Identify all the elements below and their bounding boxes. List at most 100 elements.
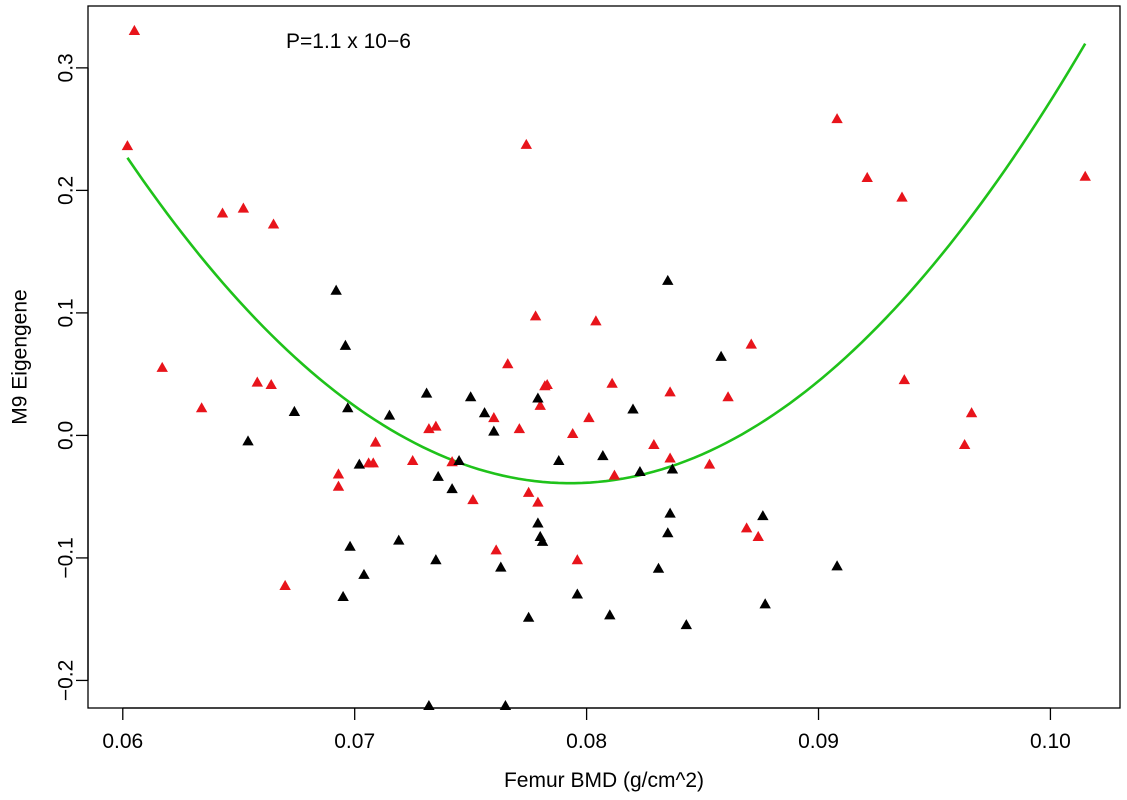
x-axis: 0.06 0.07 0.08 0.09 0.10 [102,707,1071,753]
y-axis-label: M9 Eigengene [9,289,32,424]
data-point-black [337,590,349,601]
data-point-red [606,377,618,388]
data-point-red [583,412,595,423]
x-tick-label: 0.07 [334,730,375,753]
data-point-black [757,510,769,521]
data-points [121,24,1091,711]
data-point-black [342,402,354,413]
data-point-red [332,480,345,491]
data-point-black [597,450,609,461]
data-point-red [664,386,676,397]
plot-frame [87,5,1121,709]
data-point-black [627,403,639,414]
data-point-red [703,458,716,469]
data-point-black [423,699,435,711]
data-point-black [666,463,679,474]
data-point-black [831,560,843,571]
data-point-red [541,378,553,390]
data-point-red [267,218,280,229]
data-point-black [662,274,674,285]
data-point-black [464,391,477,402]
data-point-red [195,402,208,413]
data-point-black [478,407,491,418]
data-point-red [490,544,502,555]
data-point-red [861,171,873,182]
data-point-black [344,540,356,551]
data-point-red [958,439,971,450]
data-point-black [532,392,544,403]
data-point-black [571,588,584,599]
data-point-red [745,338,757,349]
data-point-red [608,469,621,480]
data-point-red [265,378,277,390]
data-point-red [752,530,764,541]
data-point-red [488,412,500,423]
data-point-red [121,140,134,151]
data-point-black [353,458,366,469]
x-tick-label: 0.06 [102,730,143,753]
data-point-black [499,699,512,711]
data-point-black [759,598,771,609]
y-axis: −0.2 −0.1 0.0 0.1 0.2 0.3 [55,53,89,701]
y-tick-label: 0.1 [55,298,78,327]
data-point-red [216,207,229,218]
data-point-red [502,358,514,369]
data-point-red [279,579,291,590]
data-point-red [722,391,734,402]
data-point-red [740,522,753,533]
data-point-black [715,350,727,361]
data-point-red [369,436,382,447]
y-tick-label: −0.1 [55,537,78,578]
data-point-red [664,452,676,463]
data-point-red [367,457,379,468]
x-tick-label: 0.08 [566,730,607,753]
data-point-red [251,376,263,387]
quadratic-fit-curve [126,42,1087,485]
data-point-red [571,554,584,565]
data-point-red [1079,170,1091,181]
data-point-black [664,507,676,518]
data-point-red [128,24,141,35]
data-point-red [532,496,544,507]
data-point-red [520,138,533,149]
data-point-black [393,534,405,545]
data-point-black [680,619,693,630]
data-point-black [488,425,500,436]
x-axis-label: Femur BMD (g/cm^2) [504,769,704,792]
x-tick-label: 0.09 [798,730,839,753]
data-point-black [242,435,254,446]
data-point-red [898,374,911,385]
data-point-black [634,465,646,477]
data-point-black [358,568,370,579]
data-point-black [652,562,665,573]
data-point-black [430,554,442,565]
y-tick-label: 0.2 [55,176,78,205]
data-point-black [383,409,396,420]
data-point-red [406,454,419,465]
y-tick-label: 0.3 [55,53,78,82]
data-point-red [237,202,250,213]
data-point-black [495,561,507,572]
data-point-black [536,535,549,546]
data-point-red [467,494,479,505]
data-point-red [534,399,546,410]
data-point-black [604,609,616,620]
y-tick-label: −0.2 [55,660,78,701]
data-point-black [330,284,342,295]
data-point-red [590,315,602,326]
data-point-red [831,113,843,124]
data-point-red [965,407,978,418]
data-point-black [662,527,674,538]
data-point-black [339,339,352,350]
data-point-red [529,310,542,321]
data-point-black [453,454,465,465]
data-point-red [156,361,168,372]
data-point-red [513,423,526,434]
data-point-red [522,486,535,497]
data-point-black [432,470,444,481]
data-point-black [288,405,301,416]
data-point-black [446,483,458,494]
data-point-black [522,611,535,622]
data-point-red [648,439,660,450]
